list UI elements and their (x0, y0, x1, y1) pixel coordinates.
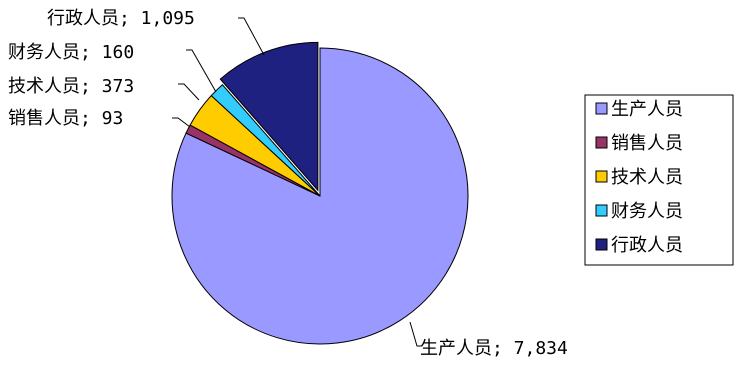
leader-line-2 (172, 117, 191, 128)
legend-label-3: 技术人员 (611, 167, 683, 188)
legend-box (584, 94, 734, 266)
data-label-5: 行政人员; 1,095 (47, 8, 195, 29)
leader-line-1 (409, 321, 422, 347)
legend-label-1: 生产人员 (611, 99, 683, 120)
data-label-3: 技术人员; 373 (8, 76, 134, 97)
legend-label-5: 行政人员 (611, 235, 683, 256)
leader-line-5 (238, 17, 265, 56)
data-label-2: 销售人员; 93 (8, 108, 123, 129)
legend-swatch-2 (595, 136, 608, 149)
legend-swatch-1 (595, 102, 608, 115)
legend-swatch-4 (595, 204, 608, 217)
pie-slices (171, 41, 469, 345)
leader-line-3 (178, 83, 200, 101)
data-labels: 生产人员; 7,834 销售人员; 93 技术人员; 373 财务人员; 160 行政人… (8, 8, 568, 359)
data-label-1: 生产人员; 7,834 (420, 338, 568, 359)
pie-slice-4 (210, 84, 321, 197)
data-label-4: 财务人员; 160 (8, 42, 134, 63)
leader-lines (172, 17, 422, 347)
legend-swatch-5 (595, 238, 608, 251)
leader-line-4 (186, 49, 217, 93)
legend-label-4: 财务人员 (611, 201, 683, 222)
legend-swatch-3 (595, 170, 608, 183)
pie-slice-5 (219, 41, 319, 192)
legend-label-2: 销售人员 (611, 133, 683, 154)
